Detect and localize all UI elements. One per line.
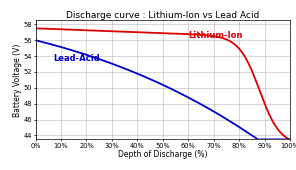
Title: Discharge curve : Lithium-Ion vs Lead Acid: Discharge curve : Lithium-Ion vs Lead Ac… bbox=[66, 11, 260, 20]
Text: Lithium-Ion: Lithium-Ion bbox=[188, 31, 243, 40]
Y-axis label: Battery Voltage (V): Battery Voltage (V) bbox=[13, 43, 22, 117]
X-axis label: Depth of Discharge (%): Depth of Discharge (%) bbox=[118, 150, 207, 159]
Text: Lead-Acid: Lead-Acid bbox=[53, 54, 100, 63]
